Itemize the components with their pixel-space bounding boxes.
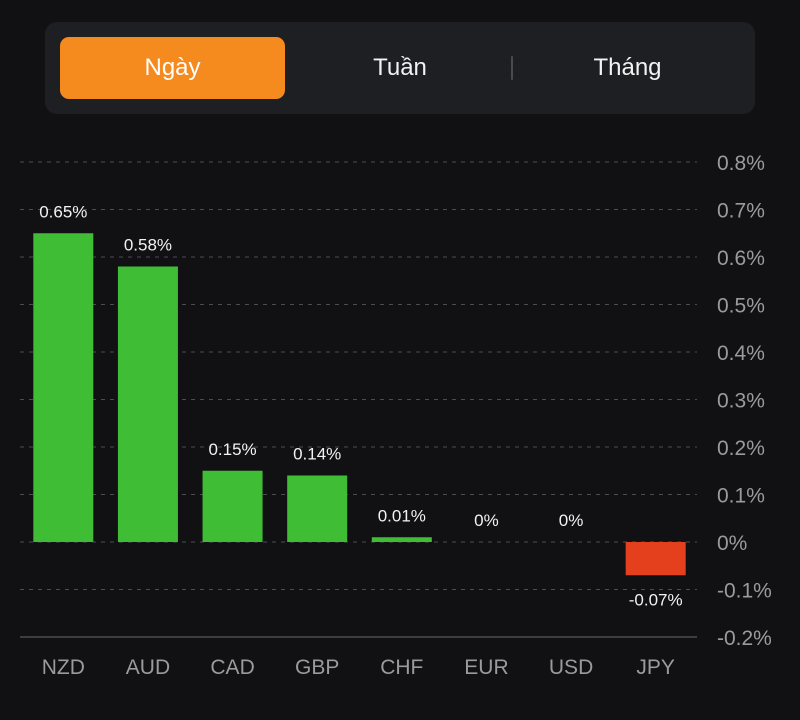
- y-tick-label: 0.5%: [717, 295, 765, 318]
- y-tick-label: -0.2%: [717, 627, 772, 650]
- category-label: JPY: [636, 656, 675, 679]
- tab-day[interactable]: Ngày: [60, 37, 285, 99]
- y-tick-label: 0.8%: [717, 152, 765, 175]
- value-label: 0.01%: [378, 506, 426, 525]
- value-label: 0%: [474, 511, 499, 530]
- y-tick-label: 0.7%: [717, 200, 765, 223]
- y-tick-label: 0.1%: [717, 485, 765, 508]
- category-label: CHF: [380, 656, 423, 679]
- bar-nzd: [33, 233, 94, 542]
- bar-cad: [202, 470, 263, 542]
- y-tick-label: 0.4%: [717, 342, 765, 365]
- value-label: 0.58%: [124, 236, 172, 255]
- category-label: NZD: [42, 656, 85, 679]
- bar-chf: [371, 537, 432, 542]
- category-label: GBP: [295, 656, 339, 679]
- value-label: 0.65%: [39, 202, 87, 221]
- tab-month[interactable]: Tháng: [593, 54, 662, 81]
- category-label: CAD: [210, 656, 254, 679]
- category-label: AUD: [126, 656, 170, 679]
- y-tick-label: 0.6%: [717, 247, 765, 270]
- y-tick-label: -0.1%: [717, 580, 772, 603]
- y-tick-label: 0.3%: [717, 390, 765, 413]
- value-label: -0.07%: [629, 590, 683, 609]
- value-label: 0.14%: [293, 445, 341, 464]
- value-label: 0.15%: [208, 440, 256, 459]
- bar-gbp: [287, 475, 348, 542]
- currency-change-bar-chart: 0.8% 0.7% 0.6% 0.5% 0.4% 0.3% 0.2% 0.1% 0% -0.1% -…: [20, 152, 772, 679]
- category-label: EUR: [464, 656, 508, 679]
- value-label: 0%: [559, 511, 584, 530]
- tab-week[interactable]: Tuần: [373, 54, 427, 81]
- category-label: USD: [549, 656, 593, 679]
- period-selector: Ngày Tuần Tháng: [45, 22, 755, 114]
- bar-aud: [117, 266, 178, 542]
- y-tick-label: 0.2%: [717, 437, 765, 460]
- bar-jpy: [625, 542, 686, 576]
- tab-divider: [511, 56, 513, 80]
- y-tick-label: 0%: [717, 532, 747, 555]
